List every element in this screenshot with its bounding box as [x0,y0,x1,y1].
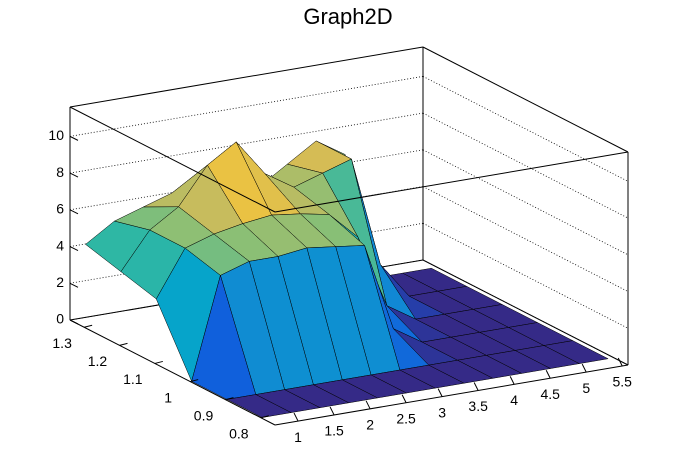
box-edge [422,259,629,366]
x-tick-label: 4.5 [540,386,560,402]
x-tick [329,406,335,416]
x-tick [365,400,371,410]
y-tick [225,397,234,401]
y-tick-label: 0.9 [194,407,214,423]
y-tick [154,360,163,364]
x-tick-label: 1 [294,429,302,445]
x-tick [473,382,479,391]
x-tick-label: 2 [366,417,374,433]
grid-line [69,75,424,137]
x-tick [293,412,299,422]
surface-cell [226,394,292,418]
z-tick [69,282,79,288]
z-tick [69,135,79,141]
y-tick-label: 1.2 [88,353,108,369]
x-tick [509,376,515,385]
y-tick [84,324,93,328]
box-edge [69,106,276,213]
z-tick-label: 4 [56,237,64,253]
box-edge [69,46,424,108]
x-tick-label: 4 [510,392,518,408]
x-tick [617,357,623,367]
y-tick-label: 1.1 [123,371,143,387]
box-edge [274,151,629,213]
grid-line [422,76,629,182]
box-edge [422,46,629,153]
z-tick-label: 10 [48,127,64,143]
chart-title: Graph2D [303,4,392,29]
x-tick-label: 2.5 [396,410,416,426]
x-tick-label: 5 [582,380,590,396]
x-tick-label: 3.5 [468,398,488,414]
y-axis [69,319,276,426]
x-tick [581,363,587,373]
x-tick-label: 1.5 [324,423,344,439]
y-tick-label: 0.8 [229,425,249,441]
x-tick [401,394,407,403]
z-tick-label: 0 [56,311,64,327]
z-tick-label: 8 [56,164,64,180]
x-tick-label: 5.5 [613,374,633,390]
y-tick [260,415,269,419]
z-tick-label: 6 [56,201,64,217]
x-tick-label: 3 [438,404,446,420]
x-tick [437,388,443,397]
y-tick-label: 1.3 [52,335,72,351]
z-tick [69,172,79,178]
z-tick [69,246,79,251]
y-tick-label: 1 [164,389,172,405]
x-tick [545,370,551,379]
z-tick [69,209,79,215]
y-tick [190,379,199,383]
y-tick [119,342,128,346]
z-tick-label: 2 [56,274,64,290]
